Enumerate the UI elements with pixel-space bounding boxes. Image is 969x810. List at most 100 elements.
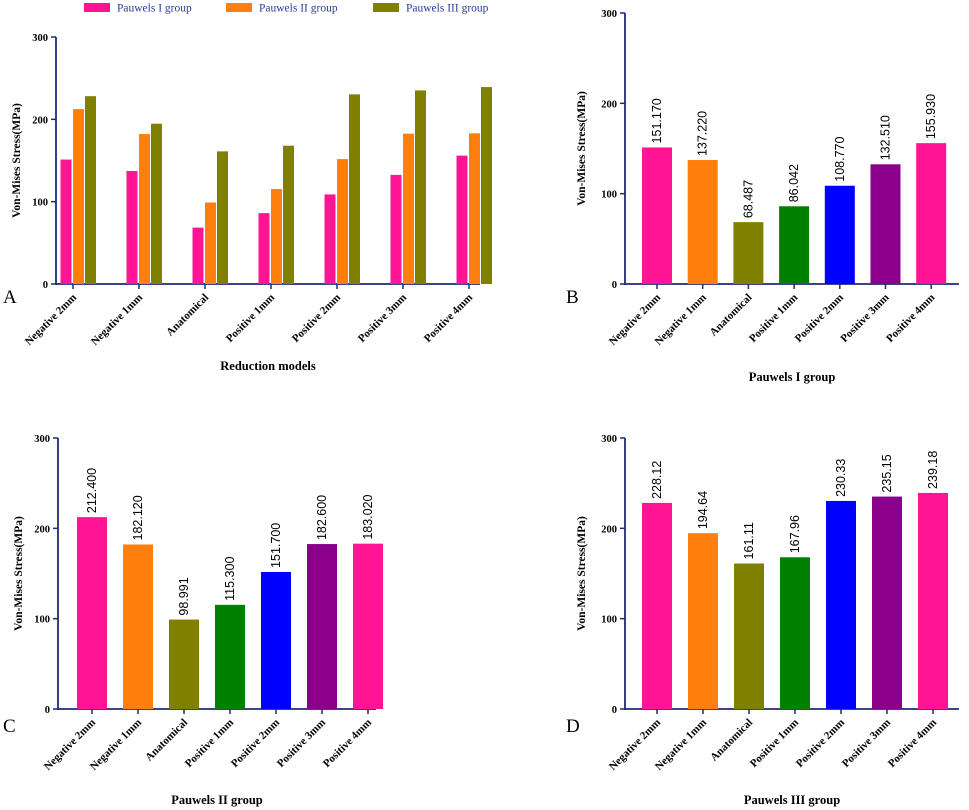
- bar-positive-3mm: [870, 164, 901, 284]
- x-tick-label-positive-3mm: Positive 3mm: [356, 292, 409, 345]
- x-tick-label-positive-4mm: Positive 4mm: [886, 717, 939, 770]
- data-label-negative-1mm: 194.64: [696, 491, 710, 529]
- x-tick-label-positive-1mm: Positive 1mm: [224, 292, 277, 345]
- data-label-negative-2mm: 228.12: [650, 461, 664, 499]
- bar-positive-1mm: [779, 206, 810, 284]
- y-tick-label: 100: [34, 615, 50, 626]
- data-label-positive-3mm: 182.600: [315, 495, 329, 540]
- bar-positive-2mm: [261, 571, 291, 709]
- panel-label-d: D: [566, 716, 580, 737]
- y-tick-label: 0: [43, 280, 48, 291]
- y-tick-label: 100: [32, 198, 48, 209]
- bar-pauwels-ii-group-negative-2mm: [73, 109, 84, 285]
- y-axis-title: Von-Mises Stress(MPa): [13, 516, 25, 631]
- bar-negative-2mm: [642, 502, 672, 709]
- data-label-positive-2mm: 230.33: [834, 459, 848, 497]
- bar-positive-1mm: [215, 604, 245, 709]
- legend-swatch-2: [226, 3, 252, 12]
- data-label-positive-2mm: 108.770: [833, 137, 847, 182]
- data-label-positive-1mm: 115.300: [223, 557, 237, 601]
- y-tick-label: 200: [601, 99, 617, 110]
- bar-pauwels-ii-group-positive-1mm: [271, 189, 282, 284]
- x-tick-label-anatomical: Anatomical: [708, 292, 755, 339]
- bar-pauwels-iii-group-anatomical: [217, 151, 228, 284]
- bar-positive-4mm: [916, 143, 947, 284]
- y-tick-label: 200: [34, 524, 50, 535]
- y-tick-label: 300: [32, 33, 48, 44]
- y-tick-label: 200: [601, 524, 617, 535]
- bar-negative-1mm: [688, 533, 718, 709]
- x-tick-label-negative-2mm: Negative 2mm: [23, 292, 79, 348]
- data-label-anatomical: 98.991: [177, 577, 191, 615]
- x-axis-title: Reduction models: [220, 359, 316, 373]
- bar-anatomical: [169, 619, 199, 709]
- data-label-positive-4mm: 183.020: [361, 494, 375, 539]
- bar-positive-3mm: [307, 544, 337, 709]
- bar-positive-4mm: [918, 492, 948, 709]
- bar-positive-2mm: [826, 500, 856, 709]
- bar-pauwels-ii-group-anatomical: [205, 202, 216, 284]
- bar-pauwels-i-group-positive-4mm: [456, 155, 468, 284]
- panel-label-c: C: [3, 716, 16, 737]
- data-label-positive-3mm: 132.510: [879, 115, 893, 160]
- bar-pauwels-i-group-negative-1mm: [126, 171, 138, 284]
- x-tick-label-negative-1mm: Negative 1mm: [89, 292, 145, 348]
- x-tick-label-positive-2mm: Positive 2mm: [290, 292, 343, 345]
- bar-pauwels-i-group-anatomical: [192, 227, 204, 284]
- legend-label-3: Pauwels III group: [406, 3, 489, 15]
- bar-positive-1mm: [780, 557, 810, 709]
- y-tick-label: 0: [45, 705, 50, 716]
- data-label-negative-2mm: 212.400: [85, 468, 99, 513]
- chart-panel-a: 0 100 200 300 Von-Mises Stress(MPa) Negative …: [3, 33, 492, 373]
- data-label-positive-2mm: 151.700: [269, 523, 283, 568]
- bar-pauwels-iii-group-positive-3mm: [415, 90, 426, 285]
- legend-label-1: Pauwels I group: [117, 3, 192, 15]
- y-tick-label: 0: [612, 280, 617, 291]
- y-tick-label: 300: [601, 434, 617, 445]
- panel-label-b: B: [566, 287, 579, 308]
- y-tick-label: 200: [32, 115, 48, 126]
- bar-pauwels-iii-group-negative-1mm: [151, 123, 162, 284]
- bar-pauwels-ii-group-positive-4mm: [469, 133, 480, 284]
- x-axis-title: Pauwels I group: [749, 370, 836, 384]
- bar-negative-1mm: [123, 544, 153, 709]
- y-tick-label: 100: [601, 190, 617, 201]
- bar-pauwels-i-group-positive-3mm: [390, 174, 402, 284]
- bar-positive-4mm: [353, 543, 383, 709]
- panel-label-a: A: [3, 287, 17, 308]
- data-label-positive-4mm: 239.18: [926, 451, 940, 489]
- data-label-positive-4mm: 155.930: [924, 94, 938, 139]
- bar-negative-2mm: [77, 517, 107, 709]
- y-axis-title: Von-Mises Stress(MPa): [11, 103, 23, 218]
- x-tick-label-positive-4mm: Positive 4mm: [422, 292, 475, 345]
- bar-positive-2mm: [824, 185, 855, 284]
- data-label-anatomical: 68.487: [741, 180, 755, 218]
- bar-pauwels-i-group-negative-2mm: [60, 159, 72, 284]
- data-label-negative-1mm: 182.120: [131, 495, 145, 540]
- y-axis-title: Von-Mises Stress(MPa): [576, 91, 588, 206]
- y-tick-label: 0: [612, 705, 617, 716]
- x-axis-title: Pauwels II group: [171, 793, 263, 807]
- bar-pauwels-ii-group-positive-3mm: [403, 133, 414, 284]
- bar-negative-1mm: [687, 160, 718, 284]
- x-tick-label-anatomical: Anatomical: [708, 717, 755, 764]
- bar-positive-3mm: [872, 496, 902, 709]
- bar-pauwels-iii-group-positive-4mm: [481, 87, 492, 284]
- legend-swatch-1: [84, 3, 110, 12]
- legend-swatch-3: [373, 3, 399, 12]
- legend-label-2: Pauwels II group: [259, 3, 338, 15]
- bar-pauwels-iii-group-negative-2mm: [85, 96, 96, 284]
- bar-pauwels-ii-group-negative-1mm: [139, 134, 150, 284]
- x-tick-label-positive-4mm: Positive 4mm: [321, 717, 374, 770]
- data-label-negative-1mm: 137.220: [696, 111, 710, 156]
- bar-anatomical: [733, 222, 764, 284]
- y-axis-title: Von-Mises Stress(MPa): [576, 516, 588, 631]
- data-label-anatomical: 161.11: [742, 522, 756, 559]
- bar-anatomical: [734, 563, 764, 709]
- bar-pauwels-iii-group-positive-2mm: [349, 94, 360, 284]
- y-tick-label: 300: [601, 9, 617, 20]
